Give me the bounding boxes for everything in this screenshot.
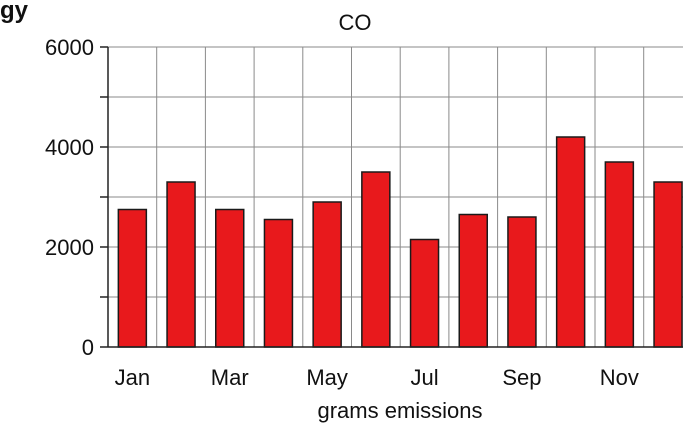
bar-jun xyxy=(361,171,391,348)
x-tick-label: Mar xyxy=(211,365,249,390)
bar-jul xyxy=(409,238,440,348)
x-tick-label: Jan xyxy=(115,365,150,390)
bar-aug xyxy=(458,213,488,348)
bar-feb xyxy=(166,181,196,348)
bar-nov xyxy=(604,161,635,348)
y-tick-labels: 0 2000 4000 6000 xyxy=(45,35,94,360)
x-axis-label: grams emissions xyxy=(317,398,482,423)
y-tick-label: 2000 xyxy=(45,235,94,260)
bar-may xyxy=(312,201,342,348)
bar-oct xyxy=(555,136,586,348)
x-tick-labels: Jan Mar May Jul Sep Nov xyxy=(115,365,639,390)
bar-dec xyxy=(653,181,683,348)
y-tick-label: 0 xyxy=(82,335,94,360)
x-tick-label: Sep xyxy=(502,365,541,390)
bars xyxy=(117,136,683,348)
bar-sep xyxy=(507,216,537,348)
axes xyxy=(100,46,683,348)
grid-lines xyxy=(108,46,683,348)
x-tick-label: May xyxy=(306,365,348,390)
x-tick-label: Jul xyxy=(410,365,438,390)
y-tick-label: 4000 xyxy=(45,135,94,160)
x-tick-label: Nov xyxy=(600,365,639,390)
bar-jan xyxy=(117,208,148,348)
chart-title: CO xyxy=(339,10,372,35)
bar-mar xyxy=(215,208,245,348)
y-tick-label: 6000 xyxy=(45,35,94,60)
bar-apr xyxy=(263,218,294,348)
cropped-heading-fragment: gy xyxy=(0,0,29,24)
